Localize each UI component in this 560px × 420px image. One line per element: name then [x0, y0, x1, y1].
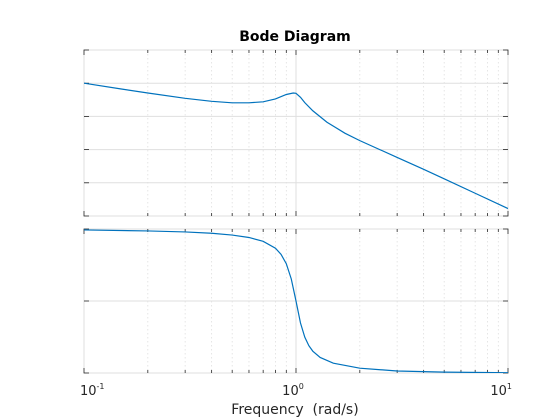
x-tick-label: 101 — [490, 382, 512, 399]
axes-magnitude — [83, 49, 509, 217]
x-tick-label-base: 10 — [80, 384, 97, 399]
x-tick-label: 10-1 — [80, 382, 105, 399]
axes-phase — [83, 228, 509, 374]
phase-series-line — [84, 229, 508, 373]
x-tick-label-exponent: -1 — [97, 382, 105, 391]
x-tick-label-base: 10 — [282, 384, 299, 399]
plot-area: 10-1 100 101 — [80, 49, 512, 399]
x-axis-label: Frequency (rad/s) — [231, 402, 358, 418]
x-tick-label-exponent: 1 — [507, 382, 512, 391]
x-tick-label: 100 — [282, 382, 304, 399]
x-tick-label-exponent: 0 — [299, 382, 304, 391]
magnitude-series-line — [84, 82, 508, 210]
chart-title: Bode Diagram — [239, 29, 351, 45]
x-tick-label-base: 10 — [490, 384, 507, 399]
